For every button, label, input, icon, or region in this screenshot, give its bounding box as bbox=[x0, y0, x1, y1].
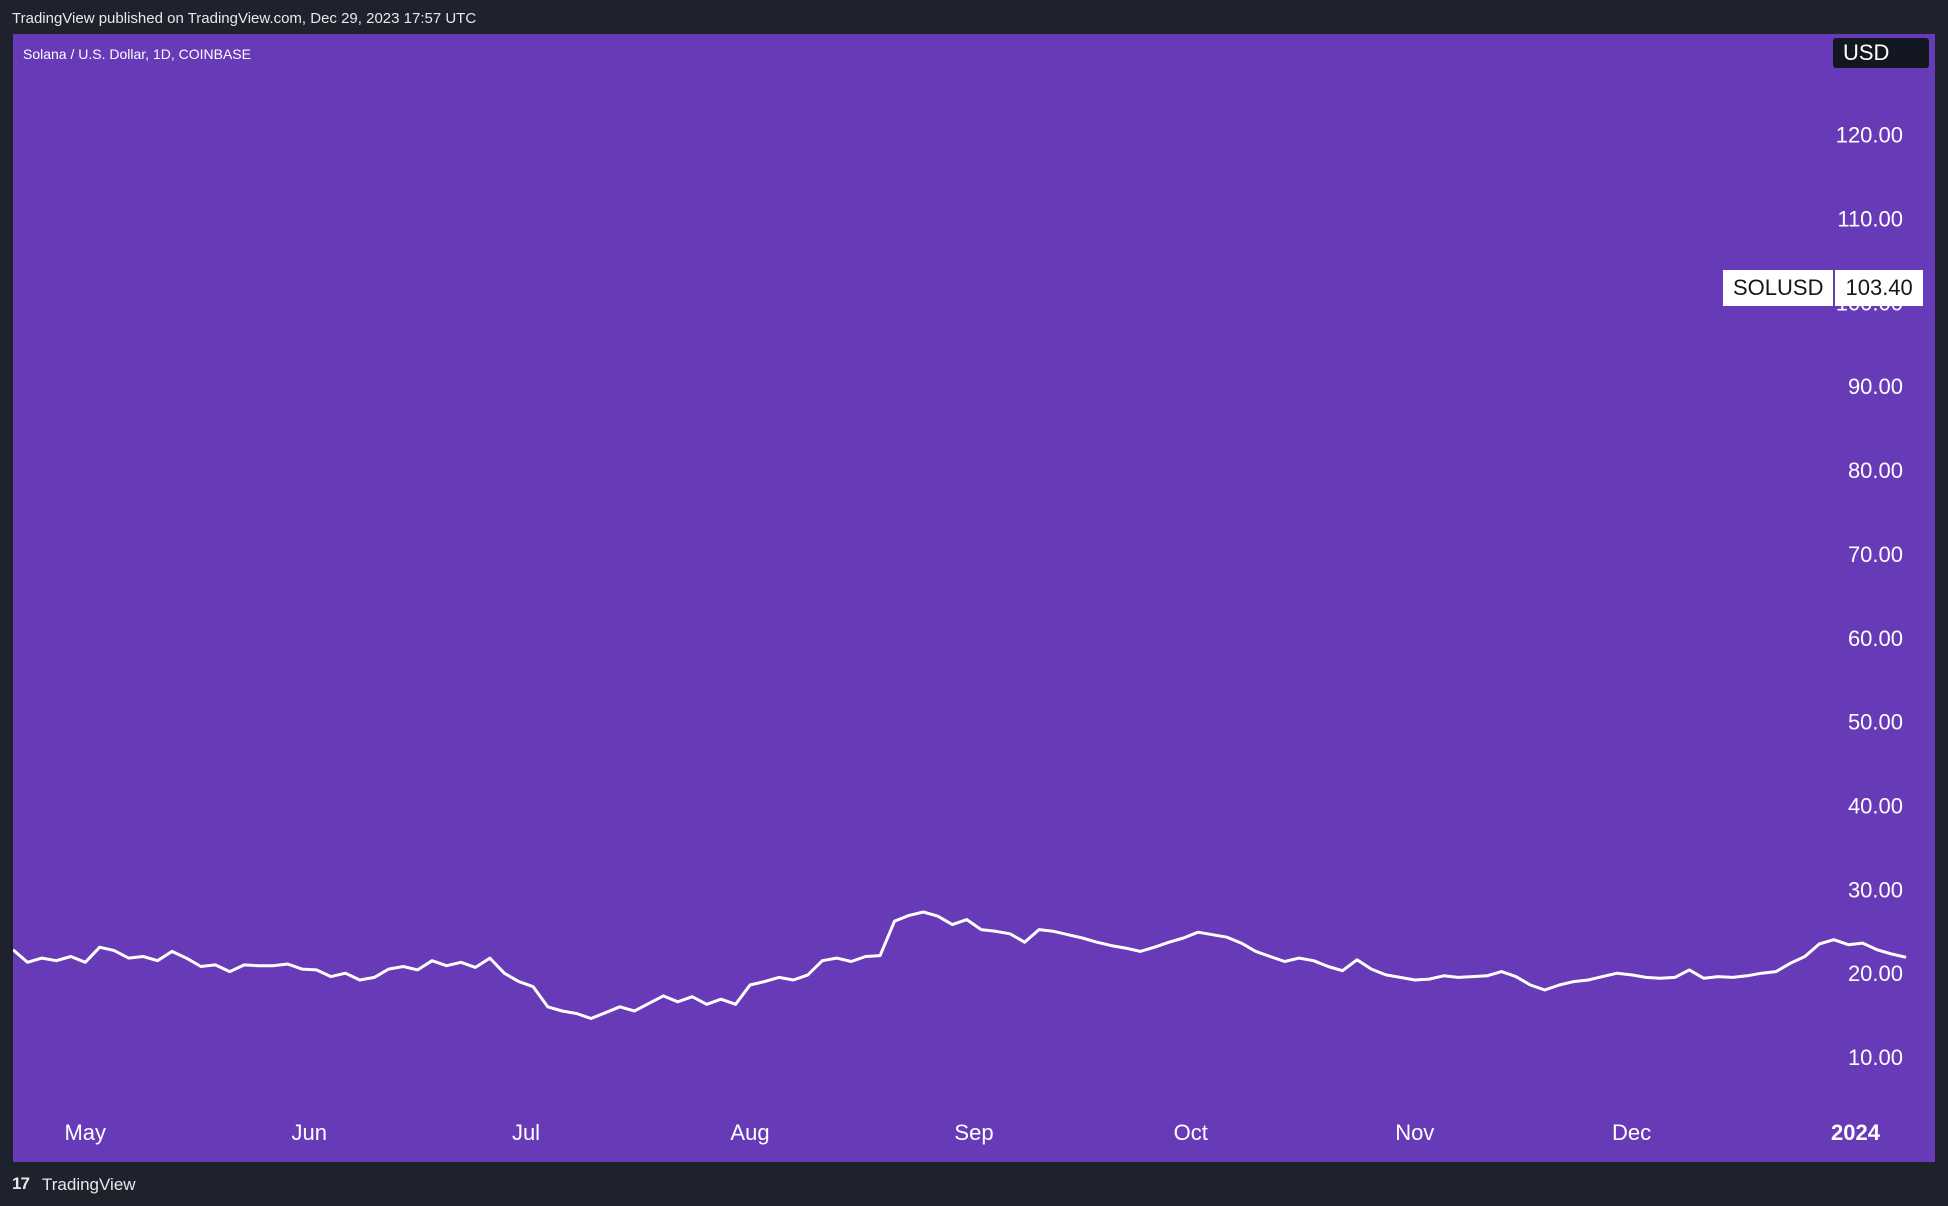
y-tick-label: 40.00 bbox=[1848, 794, 1903, 819]
footer-bar: 17 TradingView bbox=[0, 1162, 1948, 1206]
x-tick-label: Jun bbox=[292, 1120, 327, 1145]
y-tick-label: 30.00 bbox=[1848, 877, 1903, 902]
y-tick-label: 70.00 bbox=[1848, 542, 1903, 567]
y-tick-label: 90.00 bbox=[1848, 374, 1903, 399]
y-tick-label: 20.00 bbox=[1848, 961, 1903, 986]
chart-panel[interactable]: 10.00 20.00 30.00 40.00 50.00 60.00 70.00 80.00… bbox=[13, 34, 1935, 1162]
y-tick-label: 120.00 bbox=[1836, 123, 1903, 148]
x-tick-label: Dec bbox=[1612, 1120, 1651, 1145]
currency-selector[interactable]: USD bbox=[1833, 38, 1929, 68]
publish-info-text: TradingView published on TradingView.com… bbox=[12, 10, 477, 27]
last-price-label: 103.40 bbox=[1835, 270, 1923, 306]
x-tick-label: May bbox=[64, 1120, 106, 1145]
tradingview-logo-icon[interactable]: 17 bbox=[12, 1174, 30, 1193]
x-tick-label: Nov bbox=[1395, 1120, 1434, 1145]
x-tick-label: 2024 bbox=[1831, 1120, 1881, 1145]
ticker-label: SOLUSD bbox=[1723, 270, 1834, 306]
symbol-title: Solana / U.S. Dollar, 1D, COINBASE bbox=[23, 46, 251, 62]
x-tick-label: Sep bbox=[954, 1120, 993, 1145]
y-tick-label: 10.00 bbox=[1848, 1045, 1903, 1070]
y-tick-label: 50.00 bbox=[1848, 710, 1903, 735]
y-tick-label: 60.00 bbox=[1848, 626, 1903, 651]
x-tick-label: Oct bbox=[1174, 1120, 1208, 1145]
tradingview-logo-text[interactable]: TradingView bbox=[42, 1175, 136, 1194]
price-line-series bbox=[13, 910, 1907, 1020]
publish-info-bar: TradingView published on TradingView.com… bbox=[0, 0, 1948, 34]
last-price-tag: SOLUSD 103.40 bbox=[1723, 270, 1923, 306]
y-tick-label: 80.00 bbox=[1848, 458, 1903, 483]
price-chart[interactable]: 10.00 20.00 30.00 40.00 50.00 60.00 70.00 80.00… bbox=[13, 34, 1935, 1162]
y-tick-label: 110.00 bbox=[1837, 206, 1903, 231]
x-tick-label: Jul bbox=[512, 1120, 540, 1145]
x-tick-label: Aug bbox=[730, 1120, 769, 1145]
